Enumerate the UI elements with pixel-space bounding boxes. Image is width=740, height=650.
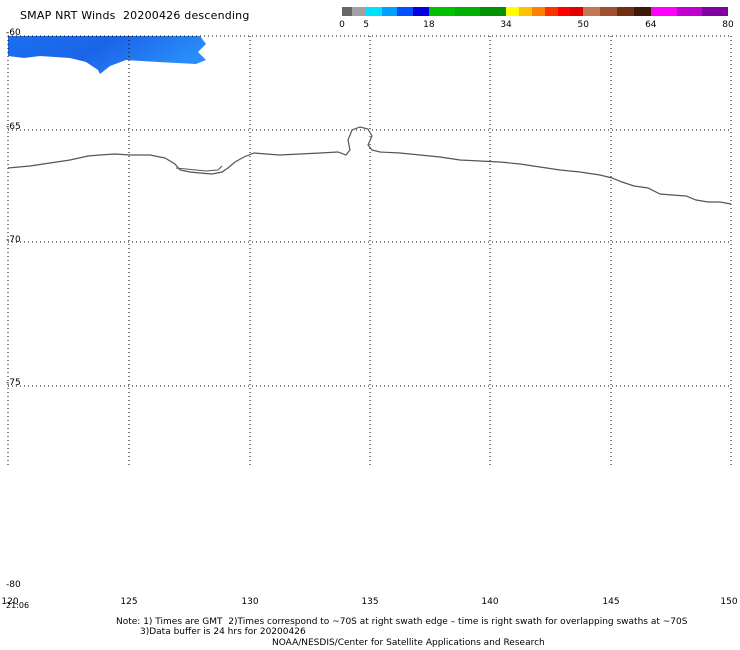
lon-label-125: 125 <box>120 597 138 607</box>
colorbar-swatch <box>650 7 678 16</box>
lon-label-150: 150 <box>720 597 738 607</box>
colorbar-swatch <box>570 7 584 16</box>
lat-label-65: -65 <box>6 122 21 132</box>
swath-time-label: 21:06 <box>6 601 30 610</box>
lat-label-60: -60 <box>6 28 21 38</box>
colorbar-swatch <box>518 7 533 16</box>
colorbar-label: 64 <box>645 20 657 30</box>
lat-label-70: -70 <box>6 235 21 245</box>
colorbar-label: 0 <box>339 20 345 30</box>
colorbar-swatch <box>633 7 652 16</box>
colorbar-swatch <box>381 7 398 16</box>
graticule <box>7 35 732 465</box>
colorbar-swatch <box>531 7 546 16</box>
lon-label-145: 145 <box>602 597 620 607</box>
lon-label-130: 130 <box>241 597 259 607</box>
coastline <box>7 126 732 205</box>
colorbar-swatch <box>702 7 729 16</box>
lon-label-140: 140 <box>481 597 499 607</box>
wind-swath <box>8 36 206 74</box>
colorbar-label: 50 <box>577 20 589 30</box>
note-line-2: 3)Data buffer is 24 hrs for 20200426 <box>140 627 306 637</box>
colorbar-swatch <box>617 7 635 16</box>
note-line-1: Note: 1) Times are GMT 2)Times correspon… <box>116 617 688 627</box>
colorbar-swatch <box>366 7 383 16</box>
colorbar-swatch <box>413 7 430 16</box>
lat-label-75: -75 <box>6 378 21 388</box>
note-line-3: NOAA/NESDIS/Center for Satellite Applica… <box>272 638 545 648</box>
colorbar-label: 34 <box>500 20 512 30</box>
colorbar-swatch <box>583 7 601 16</box>
colorbar-swatch <box>454 7 481 16</box>
colorbar-swatch <box>557 7 571 16</box>
colorbar-swatch <box>342 7 353 16</box>
map-title: SMAP NRT Winds 20200426 descending <box>20 9 250 22</box>
lon-label-135: 135 <box>361 597 379 607</box>
colorbar-swatch <box>351 7 367 16</box>
colorbar-swatch <box>480 7 507 16</box>
coastline-inner <box>175 165 223 172</box>
colorbar-label: 18 <box>423 20 435 30</box>
colorbar-swatch <box>676 7 703 16</box>
colorbar-swatch <box>397 7 414 16</box>
colorbar-swatch <box>600 7 618 16</box>
colorbar-swatch <box>544 7 558 16</box>
colorbar-label: 80 <box>722 20 734 30</box>
colorbar-swatch <box>506 7 520 16</box>
colorbar-label: 5 <box>363 20 369 30</box>
lat-label-80: -80 <box>6 580 21 590</box>
lon-label-120: 120 <box>1 597 19 607</box>
colorbar-swatch <box>428 7 456 16</box>
